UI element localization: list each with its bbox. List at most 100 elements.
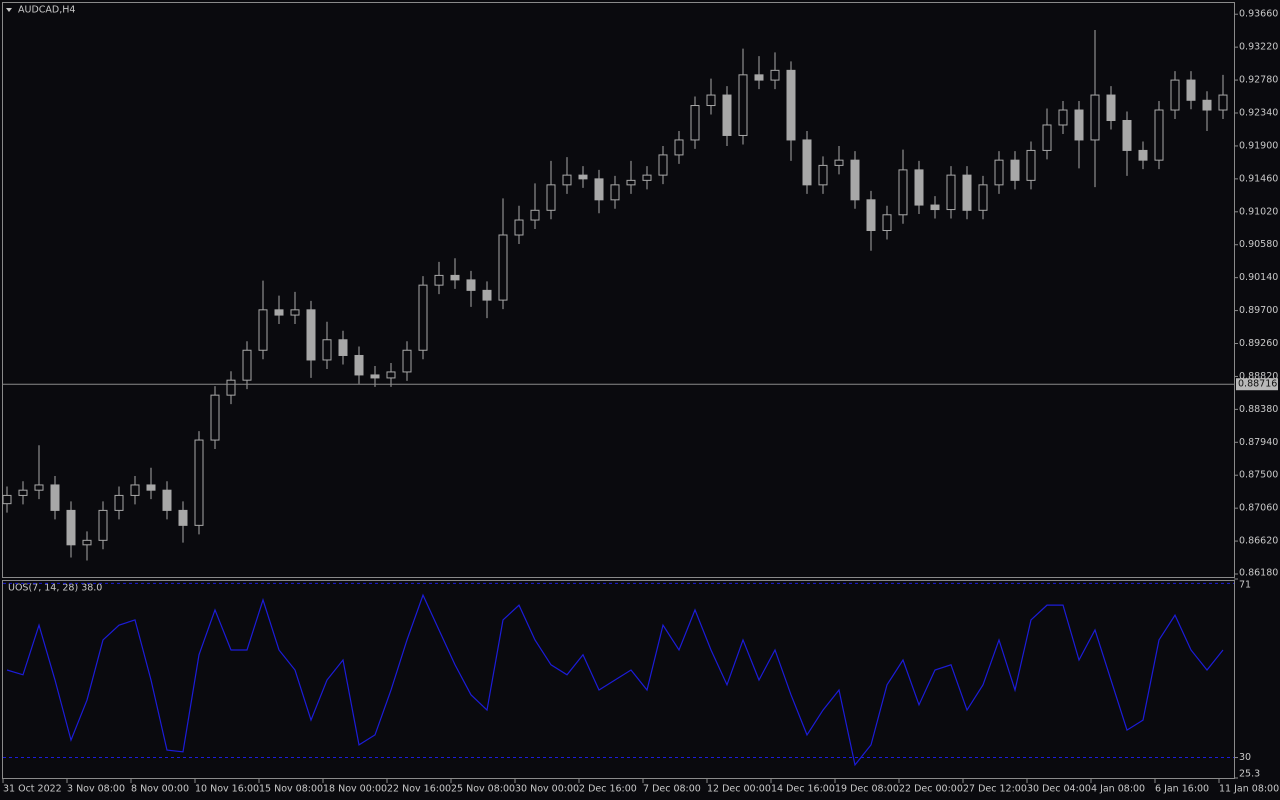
candle-body (146, 484, 156, 491)
y-tick-label: 0.90140 (1239, 272, 1278, 283)
candle-body (18, 489, 28, 496)
candle-body (562, 174, 572, 186)
candle-body (1090, 94, 1100, 141)
x-tick-label: 12 Dec 00:00 (707, 784, 771, 795)
menu-arrow[interactable] (6, 8, 12, 12)
price-tag (1236, 378, 1278, 391)
candle-body (34, 484, 44, 491)
candle-body (2, 494, 12, 505)
y-tick-label: 0.86180 (1239, 568, 1278, 579)
candle-body (610, 184, 620, 201)
candle-body (162, 489, 172, 511)
y-tick-label: 25.3 (1239, 769, 1260, 780)
candle-body (594, 178, 604, 201)
candle-body (690, 105, 700, 141)
x-tick-label: 19 Dec 08:00 (835, 784, 899, 795)
candle-body (402, 349, 412, 373)
candle-body (434, 274, 444, 286)
candle-body (498, 234, 508, 301)
x-tick-label: 7 Dec 08:00 (643, 784, 701, 795)
symbol-title: AUDCAD,H4 (18, 5, 75, 16)
candle-body (722, 94, 732, 136)
candle-body (1010, 159, 1020, 181)
candle-body (1186, 79, 1196, 101)
x-tick-label: 4 Jan 08:00 (1091, 784, 1145, 795)
candle-body (114, 494, 124, 511)
y-tick-label: 0.87940 (1239, 437, 1278, 448)
candle-body (738, 74, 748, 136)
candle-body (418, 284, 428, 351)
candle-body (850, 159, 860, 201)
candle-body (66, 509, 76, 546)
candle-body (1074, 109, 1084, 141)
candle-body (1202, 99, 1212, 111)
y-tick-label: 0.87500 (1239, 470, 1278, 481)
candle-body (818, 164, 828, 186)
y-tick-label: 71 (1239, 580, 1251, 591)
indicator-panel (2, 580, 1235, 779)
candle-body (1154, 109, 1164, 161)
candle-body (482, 289, 492, 301)
x-tick-label: 3 Nov 08:00 (67, 784, 125, 795)
candle-body (130, 484, 140, 496)
candle-body (274, 309, 284, 316)
y-tick-label: 0.89260 (1239, 338, 1278, 349)
y-tick-label: 0.91900 (1239, 140, 1278, 151)
candle-body (754, 74, 764, 81)
candle-body (1122, 119, 1132, 151)
candle-body (1042, 124, 1052, 151)
y-tick-label: 0.93220 (1239, 42, 1278, 53)
candle-body (626, 179, 636, 186)
candle-body (770, 69, 780, 81)
candle-body (930, 204, 940, 211)
candle-body (178, 509, 188, 526)
candle-body (674, 139, 684, 156)
candle-body (834, 159, 844, 166)
indicator-title: UOS(7, 14, 28) 38.0 (8, 583, 102, 594)
y-tick-label: 30 (1239, 752, 1251, 763)
y-tick-label: 0.93660 (1239, 9, 1278, 20)
candle-body (962, 174, 972, 211)
candle-body (642, 174, 652, 181)
x-tick-label: 22 Dec 00:00 (899, 784, 963, 795)
x-tick-label: 30 Nov 00:00 (515, 784, 579, 795)
candle-body (306, 309, 316, 361)
x-tick-label: 15 Nov 08:00 (259, 784, 323, 795)
y-tick-label: 0.91020 (1239, 206, 1278, 217)
y-tick-label: 0.90580 (1239, 239, 1278, 250)
candle-body (242, 349, 252, 381)
x-tick-label: 14 Dec 16:00 (771, 784, 835, 795)
candle-body (210, 394, 220, 441)
x-tick-label: 11 Jan 08:00 (1219, 784, 1279, 795)
candle-body (1058, 109, 1068, 126)
y-tick-label: 0.88380 (1239, 404, 1278, 415)
candle-body (290, 309, 300, 316)
candle-body (354, 354, 364, 376)
candle-body (1026, 149, 1036, 181)
candle-body (50, 484, 60, 511)
x-tick-label: 8 Nov 00:00 (131, 784, 189, 795)
x-tick-label: 18 Nov 00:00 (323, 784, 387, 795)
candle-body (802, 139, 812, 186)
x-tick-label: 30 Dec 04:00 (1027, 784, 1091, 795)
candle-body (882, 214, 892, 232)
candle-body (978, 184, 988, 211)
candle-body (914, 169, 924, 206)
candle-body (866, 199, 876, 232)
candle-body (946, 174, 956, 211)
candle-body (466, 279, 476, 291)
y-tick-label: 0.92340 (1239, 108, 1278, 119)
candle-body (1170, 79, 1180, 111)
y-tick-label: 0.87060 (1239, 503, 1278, 514)
x-tick-label: 6 Jan 16:00 (1155, 784, 1209, 795)
candle-body (706, 94, 716, 107)
y-tick-label: 0.86620 (1239, 536, 1278, 547)
y-tick-label: 0.92780 (1239, 75, 1278, 86)
candle-body (658, 154, 668, 176)
candle-body (786, 69, 796, 141)
candle-body (1218, 94, 1228, 111)
price-label: 0.88716 (1238, 379, 1277, 390)
